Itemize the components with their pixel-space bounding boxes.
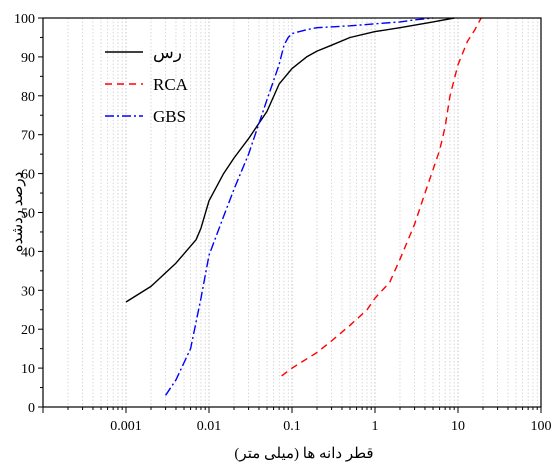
x-tick-label: 10 <box>451 419 465 434</box>
y-tick-label: 100 <box>14 12 35 27</box>
y-tick-label: 50 <box>21 207 35 222</box>
y-axis-label: درصد ردشده <box>10 172 26 253</box>
x-axis-label: قطر دانه ها (میلی متر) <box>234 446 373 462</box>
y-tick-label: 0 <box>28 401 35 416</box>
series-lines <box>125 17 482 396</box>
y-tick-label: 10 <box>21 362 35 377</box>
y-tick-label: 90 <box>21 51 35 66</box>
y-tick-label: 30 <box>21 284 35 299</box>
legend-label-2: GBS <box>153 107 186 126</box>
x-tick-label: 0.001 <box>110 419 142 434</box>
x-tick-label: 100 <box>531 419 552 434</box>
x-tick-label: 0.01 <box>197 419 222 434</box>
series-line-1 <box>281 17 482 377</box>
grid <box>42 18 538 407</box>
y-tick-label: 80 <box>21 90 35 105</box>
series-line-0 <box>125 17 455 303</box>
x-tick-label: 0.1 <box>283 419 301 434</box>
series-line-2 <box>165 17 434 396</box>
axes: 0 10 20 30 40 50 60 70 80 90 100 0.001 0.01 0.1 1 10 100 <box>14 12 552 434</box>
y-tick-label: 20 <box>21 323 35 338</box>
y-tick-label: 60 <box>21 168 35 183</box>
legend-label-1: RCA <box>153 75 189 94</box>
legend: رس RCA GBS <box>105 43 189 126</box>
legend-label-0: رس <box>153 43 182 63</box>
x-tick-label: 1 <box>372 419 379 434</box>
y-tick-label: 40 <box>21 245 35 260</box>
plot-frame <box>42 17 542 408</box>
y-tick-label: 70 <box>21 129 35 144</box>
